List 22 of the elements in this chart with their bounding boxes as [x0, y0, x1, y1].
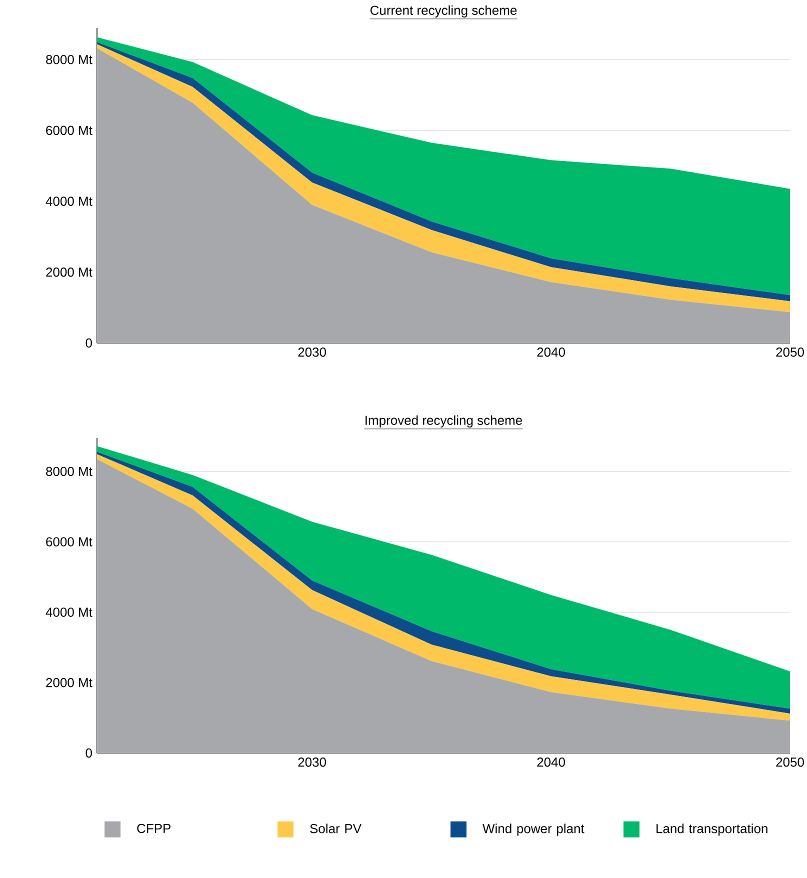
y-tick-label: 4000 Mt	[46, 196, 92, 206]
y-tick-label: 8000 Mt	[46, 466, 92, 476]
x-tick-label: 2040	[537, 348, 565, 357]
x-tick-label: 2030	[298, 758, 326, 767]
y-tick-label: 2000 Mt	[46, 678, 92, 688]
y-tick-label: 0	[86, 338, 92, 348]
y-tick-label: 0	[86, 748, 92, 758]
legend-label: Land transportation	[656, 824, 768, 836]
legend-label: CFPP	[137, 824, 171, 834]
chart-title: Improved recycling scheme	[366, 415, 522, 428]
y-tick-label: 6000 Mt	[46, 537, 92, 546]
legend-label: Solar PV	[310, 824, 362, 834]
y-tick-label: 2000 Mt	[46, 268, 92, 277]
y-tick-label: 4000 Mt	[46, 608, 92, 617]
chart-title: Current recycling scheme	[370, 5, 517, 18]
legend-label: Wind power plant	[482, 824, 584, 836]
y-tick-label: 8000 Mt	[46, 54, 92, 64]
x-tick-label: 2040	[537, 758, 565, 767]
x-tick-label: 2030	[298, 348, 326, 357]
x-tick-label: 2050	[776, 348, 804, 357]
x-tick-label: 2050	[776, 758, 804, 767]
y-tick-label: 6000 Mt	[46, 126, 92, 136]
